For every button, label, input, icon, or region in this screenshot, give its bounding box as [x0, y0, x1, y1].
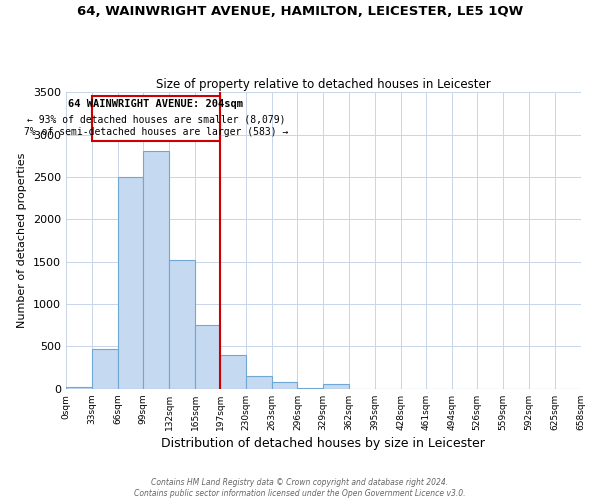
Title: Size of property relative to detached houses in Leicester: Size of property relative to detached ho… [156, 78, 491, 91]
Text: 64, WAINWRIGHT AVENUE, HAMILTON, LEICESTER, LE5 1QW: 64, WAINWRIGHT AVENUE, HAMILTON, LEICEST… [77, 5, 523, 18]
Text: 64 WAINWRIGHT AVENUE: 204sqm: 64 WAINWRIGHT AVENUE: 204sqm [68, 100, 244, 110]
Bar [169, 260, 195, 389]
Bar [92, 349, 118, 389]
X-axis label: Distribution of detached houses by size in Leicester: Distribution of detached houses by size … [161, 437, 485, 450]
Y-axis label: Number of detached properties: Number of detached properties [17, 153, 28, 328]
Text: 7% of semi-detached houses are larger (583) →: 7% of semi-detached houses are larger (5… [23, 128, 288, 138]
Bar [246, 376, 272, 389]
Text: Contains HM Land Registry data © Crown copyright and database right 2024.
Contai: Contains HM Land Registry data © Crown c… [134, 478, 466, 498]
Bar [92, 96, 220, 142]
Bar [118, 177, 143, 389]
Bar [195, 326, 220, 389]
Bar [220, 355, 246, 389]
Bar [323, 384, 349, 389]
Text: ← 93% of detached houses are smaller (8,079): ← 93% of detached houses are smaller (8,… [26, 115, 285, 125]
Bar [272, 382, 298, 389]
Bar [143, 152, 169, 389]
Bar [66, 387, 92, 389]
